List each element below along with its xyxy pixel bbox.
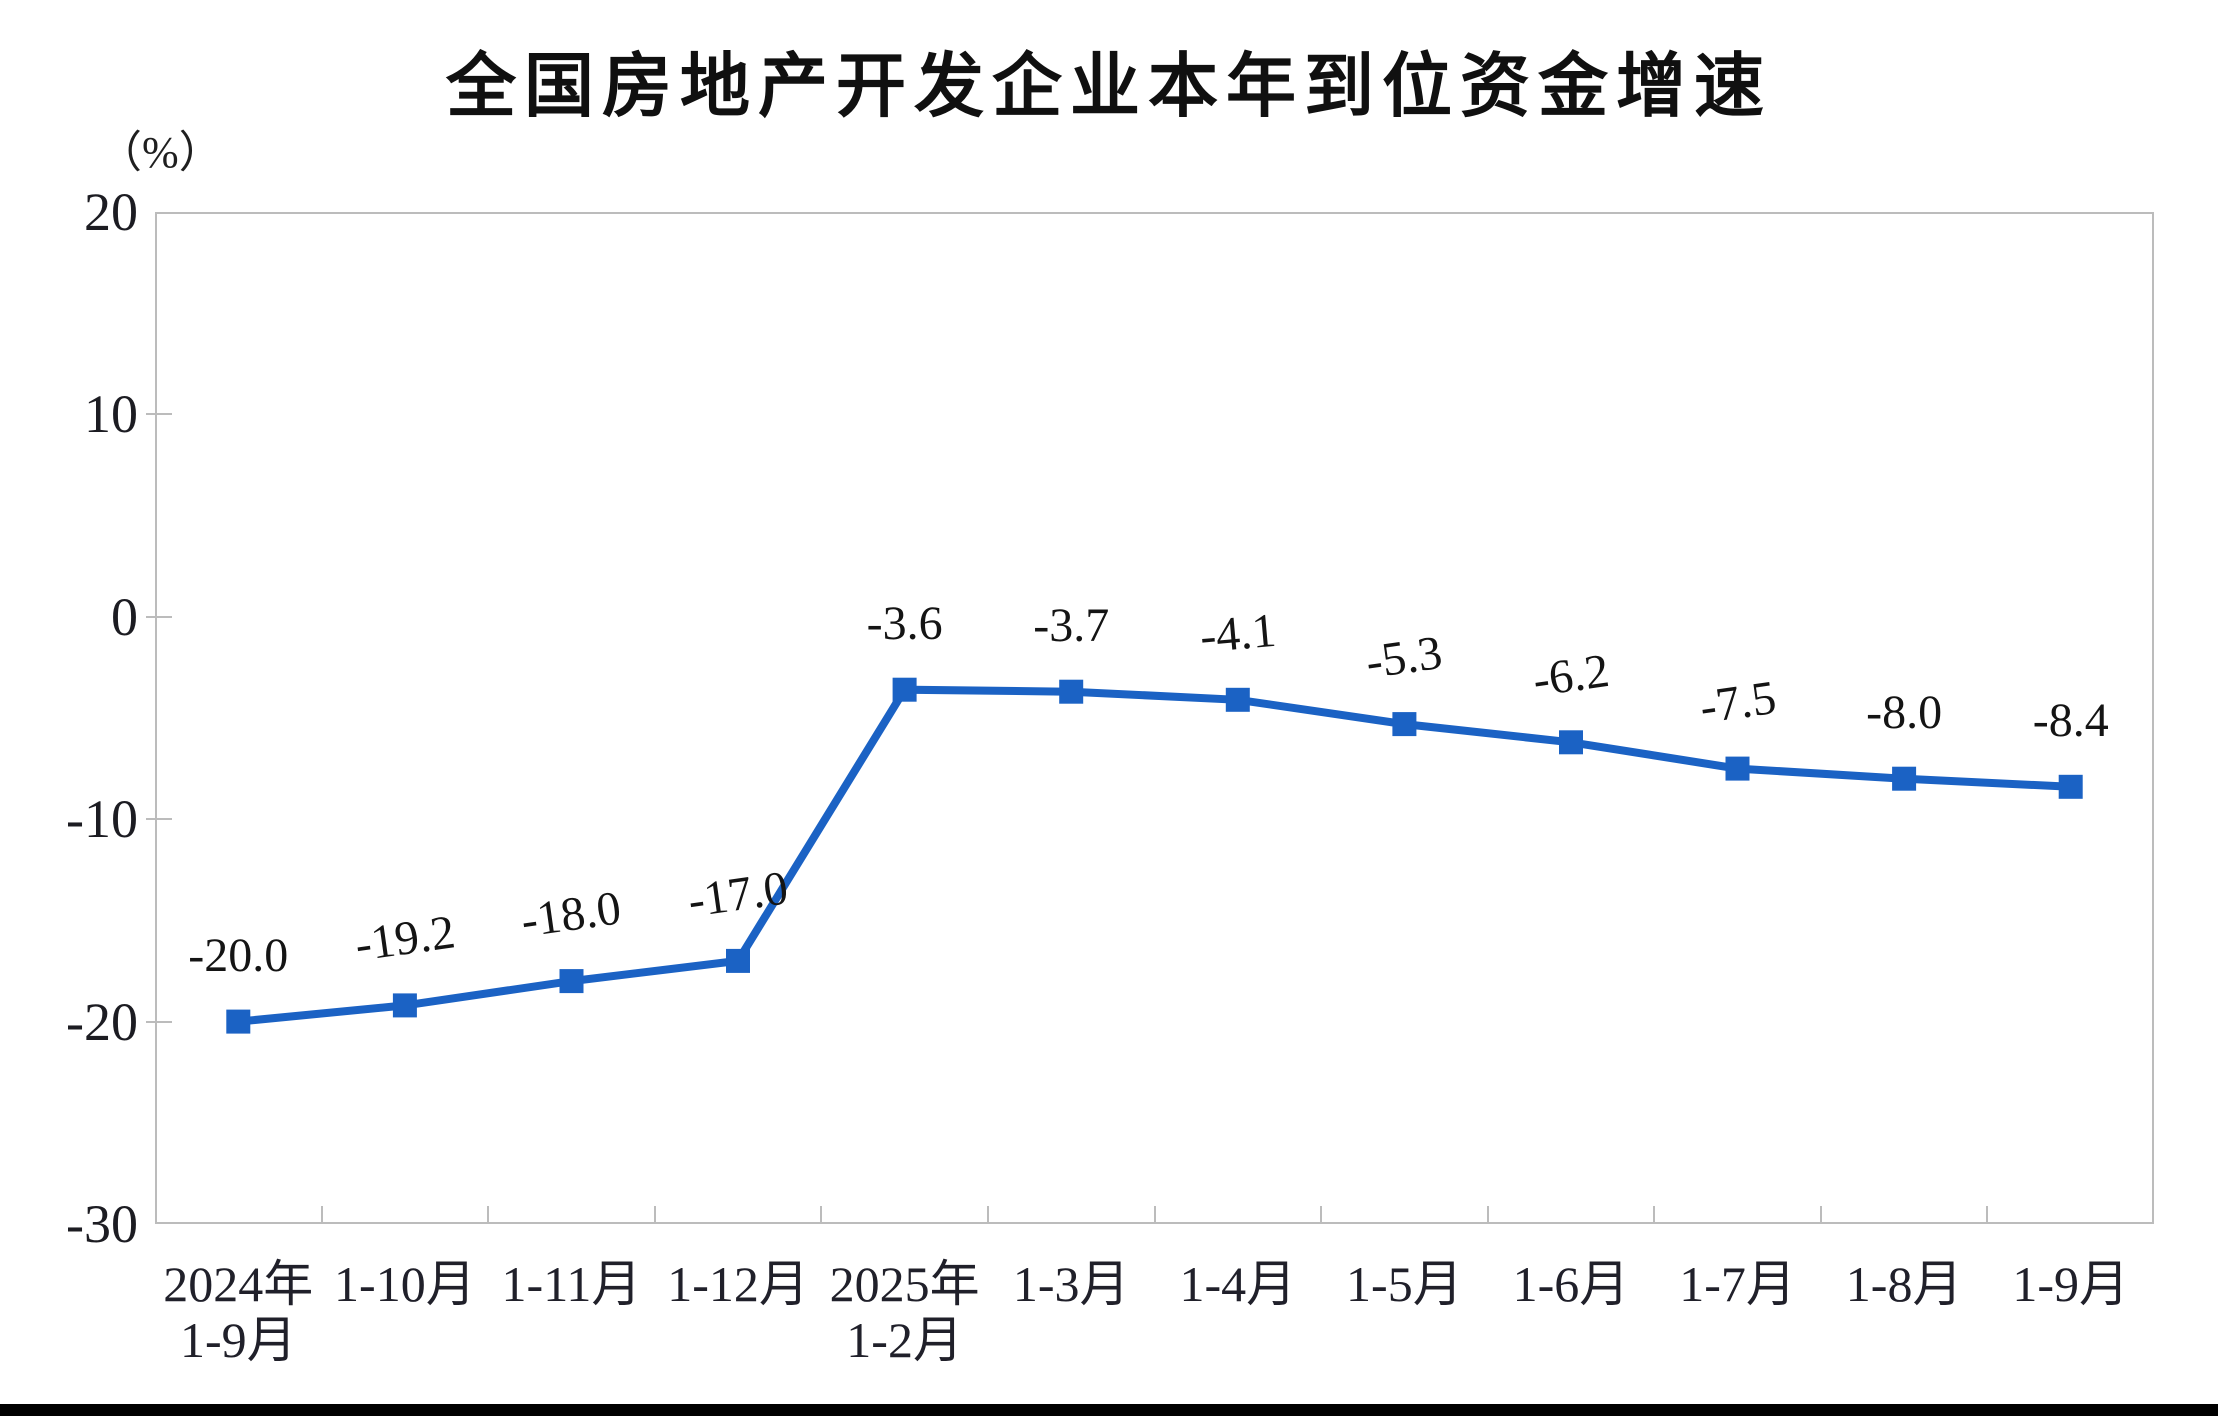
data-point-label: -3.6 — [866, 596, 943, 650]
data-point-marker — [892, 677, 917, 702]
data-point-marker — [1059, 679, 1084, 704]
bottom-black-bar — [0, 1404, 2218, 1416]
y-tick-mark — [146, 1020, 172, 1023]
y-tick-label: 20 — [84, 182, 138, 242]
y-tick-label: -10 — [66, 789, 138, 850]
x-tick-mark — [1486, 1206, 1489, 1224]
data-point-marker — [2058, 774, 2083, 799]
y-tick-mark — [146, 413, 172, 416]
x-tick-mark — [820, 1206, 823, 1224]
x-tick-label: 1-10月 — [334, 1256, 476, 1312]
y-tick-label: 10 — [84, 384, 138, 445]
x-tick-mark — [653, 1206, 656, 1224]
data-point-marker — [226, 1009, 251, 1034]
y-axis-unit-label: （%） — [98, 128, 223, 177]
x-tick-label: 1-4月 — [1179, 1256, 1297, 1312]
data-point-label: -8.4 — [2032, 693, 2109, 747]
data-point-marker — [1892, 766, 1917, 791]
y-tick-label: -30 — [66, 1194, 138, 1254]
data-point-label: -3.7 — [1033, 598, 1110, 652]
data-point-marker — [1392, 712, 1417, 737]
data-point-marker — [1725, 756, 1750, 781]
data-point-label: -6.2 — [1529, 644, 1613, 708]
x-tick-mark — [1320, 1206, 1323, 1224]
y-tick-mark — [146, 615, 172, 618]
x-tick-mark — [1986, 1206, 1989, 1224]
data-point-marker — [559, 969, 584, 994]
chart-title: 全国房地产开发企业本年到位资金增速 — [446, 47, 1772, 125]
x-tick-label: 1-11月 — [501, 1256, 642, 1312]
series-line — [237, 685, 2071, 1026]
data-point-marker — [726, 948, 750, 973]
x-tick-mark — [1153, 1206, 1156, 1224]
y-tick-label: -20 — [66, 991, 138, 1052]
x-tick-label: 1-5月 — [1346, 1256, 1463, 1312]
y-tick-mark — [146, 818, 172, 821]
data-point-label: -7.5 — [1696, 670, 1779, 734]
x-tick-mark — [1819, 1206, 1822, 1224]
x-tick-label: 1-7月 — [1679, 1256, 1796, 1312]
x-tick-mark — [487, 1206, 490, 1224]
x-tick-mark — [320, 1206, 323, 1224]
x-tick-label: 2025年 1-2月 — [829, 1256, 980, 1368]
data-point-label: -4.1 — [1197, 603, 1278, 663]
data-point-label: -20.0 — [188, 928, 289, 982]
data-point-marker — [1225, 687, 1250, 712]
data-point-marker — [1559, 730, 1583, 755]
x-tick-label: 2024年 1-9月 — [163, 1256, 314, 1368]
x-tick-label: 1-12月 — [667, 1256, 809, 1312]
x-tick-mark — [986, 1206, 989, 1224]
data-point-marker — [392, 993, 417, 1018]
x-tick-mark — [1653, 1206, 1656, 1224]
data-point-label: -8.0 — [1866, 685, 1943, 739]
x-tick-label: 1-8月 — [1845, 1256, 1963, 1312]
data-point-label: -5.3 — [1362, 626, 1446, 690]
y-tick-label: 0 — [111, 586, 138, 647]
x-tick-label: 1-6月 — [1512, 1256, 1630, 1312]
line-series-svg — [226, 677, 2083, 1034]
x-tick-label: 1-9月 — [2012, 1256, 2130, 1312]
x-tick-label: 1-3月 — [1012, 1256, 1130, 1312]
